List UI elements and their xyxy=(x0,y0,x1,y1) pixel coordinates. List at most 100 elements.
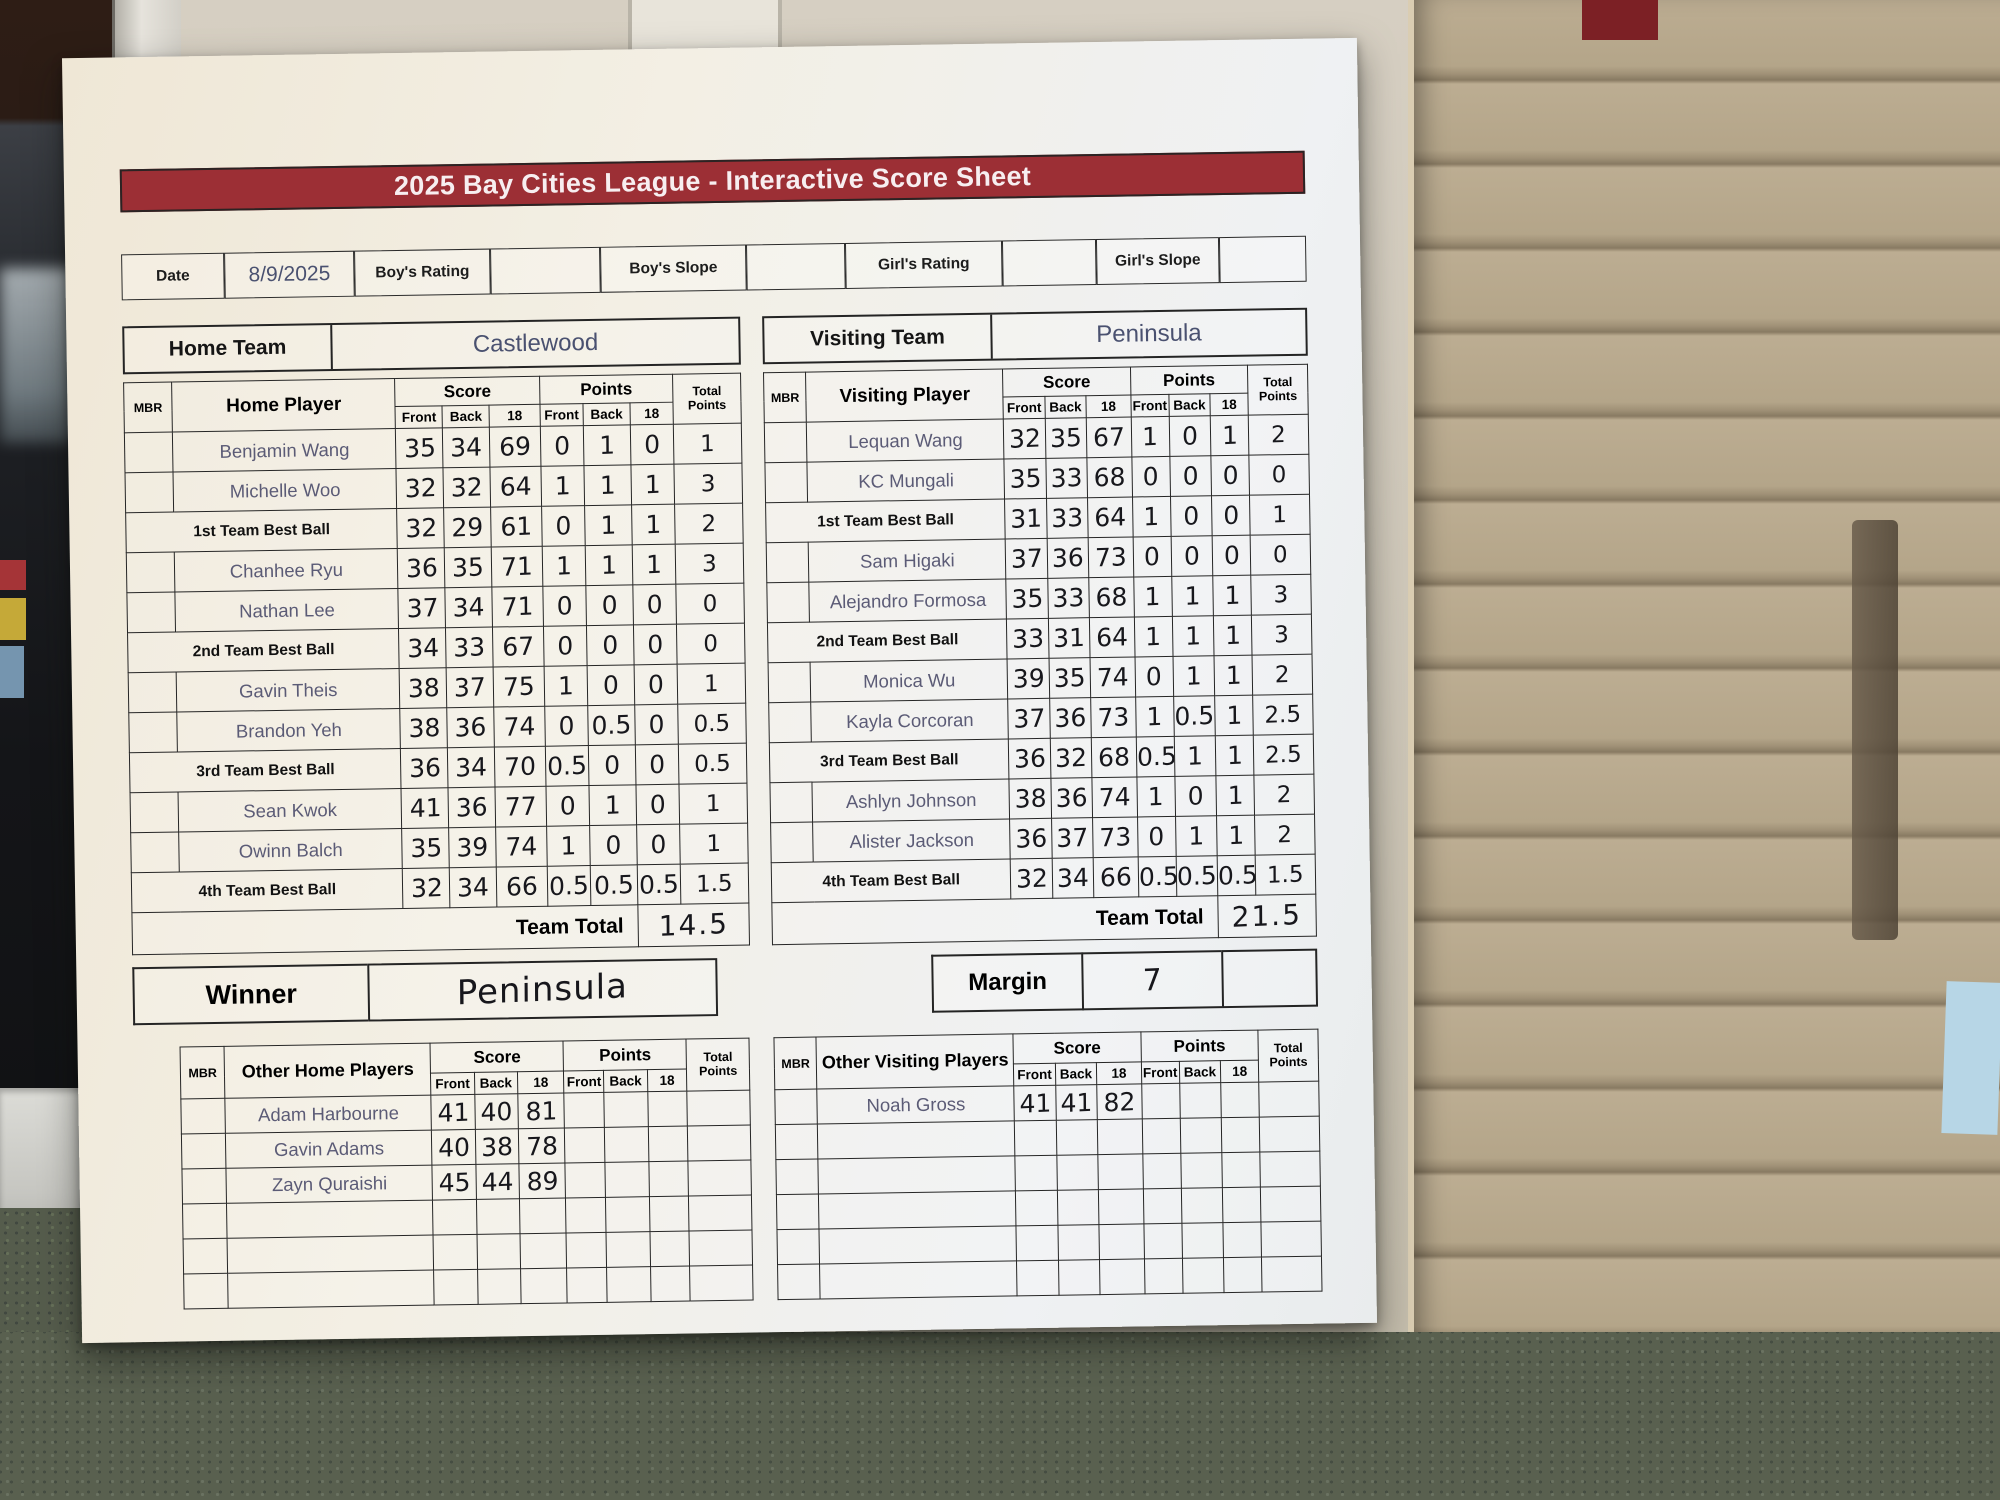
score-value: 35 xyxy=(1048,657,1091,699)
visiting-section: Visiting Team Peninsula MBR Visiting Play… xyxy=(762,307,1317,946)
total-points-value: 3 xyxy=(675,543,744,585)
player-name: Zayn Quraishi xyxy=(226,1165,433,1204)
mbr-cell xyxy=(775,1124,819,1160)
total-points-value xyxy=(689,1265,754,1302)
total-points-value: 1 xyxy=(1249,494,1311,536)
score-value: 33 xyxy=(1045,457,1088,499)
sub-header: 18 xyxy=(629,402,674,425)
score-value xyxy=(1057,1189,1099,1226)
score-value: 36 xyxy=(1008,738,1051,779)
score-value: 32 xyxy=(402,867,451,909)
sub-header: Front xyxy=(1130,394,1169,418)
score-value: 34 xyxy=(445,587,493,628)
player-name xyxy=(819,1225,1017,1264)
score-value xyxy=(519,1197,567,1234)
score-value xyxy=(1057,1224,1100,1261)
points-value: 1 xyxy=(1214,695,1254,736)
team-total-label: Team Total xyxy=(771,895,1219,945)
player-name: Gavin Theis xyxy=(176,668,401,713)
visiting-team-row: Visiting Team Peninsula xyxy=(762,307,1308,365)
player-name: Brandon Yeh xyxy=(176,708,401,753)
score-value: 67 xyxy=(1086,417,1132,458)
sub-header: 18 xyxy=(1220,1060,1259,1083)
score-value: 74 xyxy=(1091,776,1138,818)
score-value: 70 xyxy=(494,746,546,788)
points-value: 0 xyxy=(1131,456,1171,497)
team-total-label: Team Total xyxy=(131,904,639,955)
score-value xyxy=(519,1232,568,1269)
player-name: Sean Kwok xyxy=(178,788,403,833)
player-name: Monica Wu xyxy=(810,658,1009,703)
mbr-header: MBR xyxy=(123,382,173,433)
player-header: Visiting Player xyxy=(805,369,1004,423)
score-value xyxy=(1056,1154,1099,1191)
points-value xyxy=(565,1197,607,1233)
points-value xyxy=(1181,1222,1224,1259)
sub-header: 18 xyxy=(1096,1061,1142,1085)
points-value: 0 xyxy=(586,624,635,666)
sub-header: 18 xyxy=(517,1070,565,1094)
sub-header: Back xyxy=(1044,395,1087,419)
total-points-header: Total Points xyxy=(686,1038,750,1092)
player-name: Chanhee Ryu xyxy=(174,548,399,593)
points-value: 0 xyxy=(1169,455,1212,497)
home-team-name: Castlewood xyxy=(472,328,599,358)
points-value: 0 xyxy=(635,744,680,785)
score-value: 31 xyxy=(1048,617,1091,659)
girls-slope-label: Girl's Slope xyxy=(1095,237,1220,286)
score-value: 89 xyxy=(518,1162,566,1199)
other-visiting-table: MBR Other Visiting Players Score Points Tota… xyxy=(773,1028,1323,1301)
score-value: 29 xyxy=(443,507,492,548)
score-value: 33 xyxy=(445,627,494,668)
mbr-cell xyxy=(128,672,177,713)
points-header: Points xyxy=(1130,365,1249,396)
score-value: 64 xyxy=(1089,616,1135,658)
printed-area: 2025 Bay Cities League - Interactive Sco… xyxy=(119,150,1323,1310)
player-name xyxy=(226,1200,434,1239)
home-section: Home Team Castlewood MBR Home Player Score… xyxy=(122,316,751,956)
points-value xyxy=(566,1232,607,1268)
points-value xyxy=(1143,1223,1183,1259)
girls-rating-label: Girl's Rating xyxy=(844,240,1003,289)
points-value xyxy=(647,1126,689,1162)
total-points-value: 1 xyxy=(673,423,742,465)
total-points-value xyxy=(1259,1151,1321,1188)
player-name xyxy=(817,1120,1016,1160)
total-points-value xyxy=(688,1195,752,1232)
best-ball-label: 4th Team Best Ball xyxy=(771,858,1012,903)
player-name: Sam Higaki xyxy=(808,538,1007,583)
points-value xyxy=(1220,1082,1260,1118)
points-value: 0 xyxy=(589,824,638,866)
mbr-cell xyxy=(776,1228,820,1265)
score-value xyxy=(1015,1190,1058,1226)
score-value: 37 xyxy=(1008,698,1050,739)
sub-header: 18 xyxy=(1085,395,1131,418)
score-value: 61 xyxy=(490,506,543,548)
mbr-cell xyxy=(764,422,808,463)
points-value xyxy=(606,1266,651,1303)
score-value: 35 xyxy=(402,827,450,869)
total-points-value: 3 xyxy=(1250,574,1312,616)
mbr-cell xyxy=(770,822,814,863)
score-value: 32 xyxy=(1049,737,1092,779)
player-name: KC Mungali xyxy=(807,458,1005,503)
score-value: 41 xyxy=(1014,1085,1056,1121)
total-points-value: 2 xyxy=(674,503,744,545)
score-value: 69 xyxy=(489,426,541,468)
score-value: 34 xyxy=(449,867,498,908)
sub-header: Back xyxy=(474,1071,518,1095)
total-points-value xyxy=(1258,1081,1320,1118)
team-total-value: 14.5 xyxy=(637,903,750,947)
score-value xyxy=(477,1268,521,1305)
points-header: Points xyxy=(563,1039,687,1071)
score-value: 73 xyxy=(1088,536,1134,578)
mbr-cell xyxy=(180,1098,226,1135)
score-value xyxy=(1058,1259,1101,1296)
points-value: 0 xyxy=(544,705,589,747)
points-value: 0.5 xyxy=(637,864,681,905)
points-value xyxy=(565,1162,606,1198)
mbr-header: MBR xyxy=(180,1046,226,1100)
total-points-value: 0.5 xyxy=(677,703,747,745)
points-value: 0.5 xyxy=(545,745,590,787)
points-value: 0.5 xyxy=(1175,855,1218,897)
